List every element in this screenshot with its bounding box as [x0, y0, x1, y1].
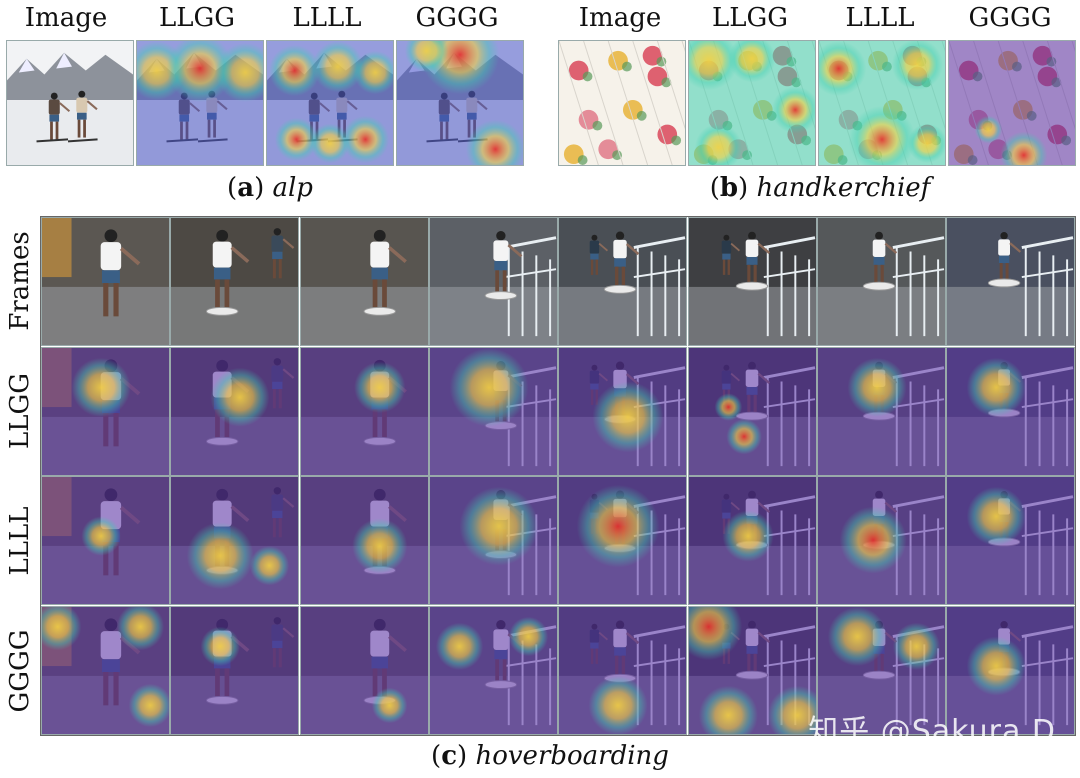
panel-b-caption-name: handkerchief [756, 173, 931, 203]
panel-a-tile-1 [136, 40, 264, 166]
panel-b-header-llll: LLLL [845, 3, 915, 33]
panel-c-tile-r1-c5 [688, 347, 817, 476]
panel-a-header-llgg: LLGG [158, 3, 236, 33]
panel-c-tile-r3-c7 [946, 606, 1075, 735]
panel-c-tile-r3-c6 [817, 606, 946, 735]
panel-a-caption-label: a [237, 173, 255, 203]
panel-c-frame [40, 216, 1076, 736]
panel-c-tile-r0-c3 [429, 217, 558, 346]
panel-b-header-llgg: LLGG [711, 3, 789, 33]
panel-b-caption-label: b [719, 173, 739, 203]
panel-c-tile-r2-c0 [41, 476, 170, 605]
panel-c-tile-r1-c6 [817, 347, 946, 476]
panel-b-header-gggg: GGGG [968, 3, 1052, 33]
panel-a-tile-3 [396, 40, 524, 166]
panel-c-tile-r3-c0 [41, 606, 170, 735]
panel-c-tile-r0-c2 [300, 217, 429, 346]
row-label-gggg-text: GGGG [5, 629, 35, 713]
panel-c-tile-r0-c5 [688, 217, 817, 346]
panel-c-tile-r1-c0 [41, 347, 170, 476]
panel-a-tile-0 [6, 40, 134, 166]
panel-c-tile-r2-c2 [300, 476, 429, 605]
panel-c-tile-r3-c2 [300, 606, 429, 735]
panel-c-tile-r0-c6 [817, 217, 946, 346]
row-label-llgg: LLGG [0, 346, 40, 476]
panel-c-tile-r2-c6 [817, 476, 946, 605]
panel-b-tile-2 [818, 40, 946, 166]
panel-c-caption-label: c [441, 741, 458, 771]
panel-c-tile-r1-c7 [946, 347, 1075, 476]
panel-c-tile-r3-c3 [429, 606, 558, 735]
panel-c-tile-r0-c7 [946, 217, 1075, 346]
panel-c-tile-r2-c3 [429, 476, 558, 605]
panel-c-tile-r0-c0 [41, 217, 170, 346]
panel-c-tile-r1-c1 [170, 347, 299, 476]
panel-a-tile-2 [266, 40, 394, 166]
panel-b-tile-3 [948, 40, 1076, 166]
panel-c-caption-name: hoverboarding [475, 741, 669, 771]
row-label-gggg: GGGG [0, 606, 40, 736]
panel-c-tile-r1-c2 [300, 347, 429, 476]
row-label-llll: LLLL [0, 476, 40, 606]
row-label-llgg-text: LLGG [5, 372, 35, 450]
panel-c-tile-r2-c7 [946, 476, 1075, 605]
panel-c-tile-r3-c5 [688, 606, 817, 735]
row-label-frames: Frames [0, 216, 40, 346]
panel-a-caption: (a) alp [227, 173, 313, 203]
panel-c-tile-r1-c3 [429, 347, 558, 476]
panel-a-header-image: Image [24, 3, 108, 33]
panel-c-tile-r0-c4 [558, 217, 687, 346]
panel-c-caption: (c) hoverboarding [431, 741, 669, 771]
zhihu-watermark: 知乎 @Sakura.D [808, 714, 1056, 749]
panel-c-tile-r2-c1 [170, 476, 299, 605]
panel-a-header-llll: LLLL [292, 3, 362, 33]
panel-b-header-image: Image [578, 3, 662, 33]
panel-a-caption-name: alp [272, 173, 313, 203]
panel-c-tile-r0-c1 [170, 217, 299, 346]
panel-a-header-gggg: GGGG [415, 3, 499, 33]
panel-b-tile-0 [558, 40, 686, 166]
row-label-frames-text: Frames [5, 231, 35, 331]
panel-c-tile-r3-c1 [170, 606, 299, 735]
row-label-llll-text: LLLL [5, 506, 35, 576]
panel-b-caption: (b) handkerchief [709, 173, 931, 203]
panel-c-tile-r1-c4 [558, 347, 687, 476]
panel-b-tile-1 [688, 40, 816, 166]
panel-c-tile-r2-c5 [688, 476, 817, 605]
panel-c-tile-r3-c4 [558, 606, 687, 735]
panel-c-tile-r2-c4 [558, 476, 687, 605]
